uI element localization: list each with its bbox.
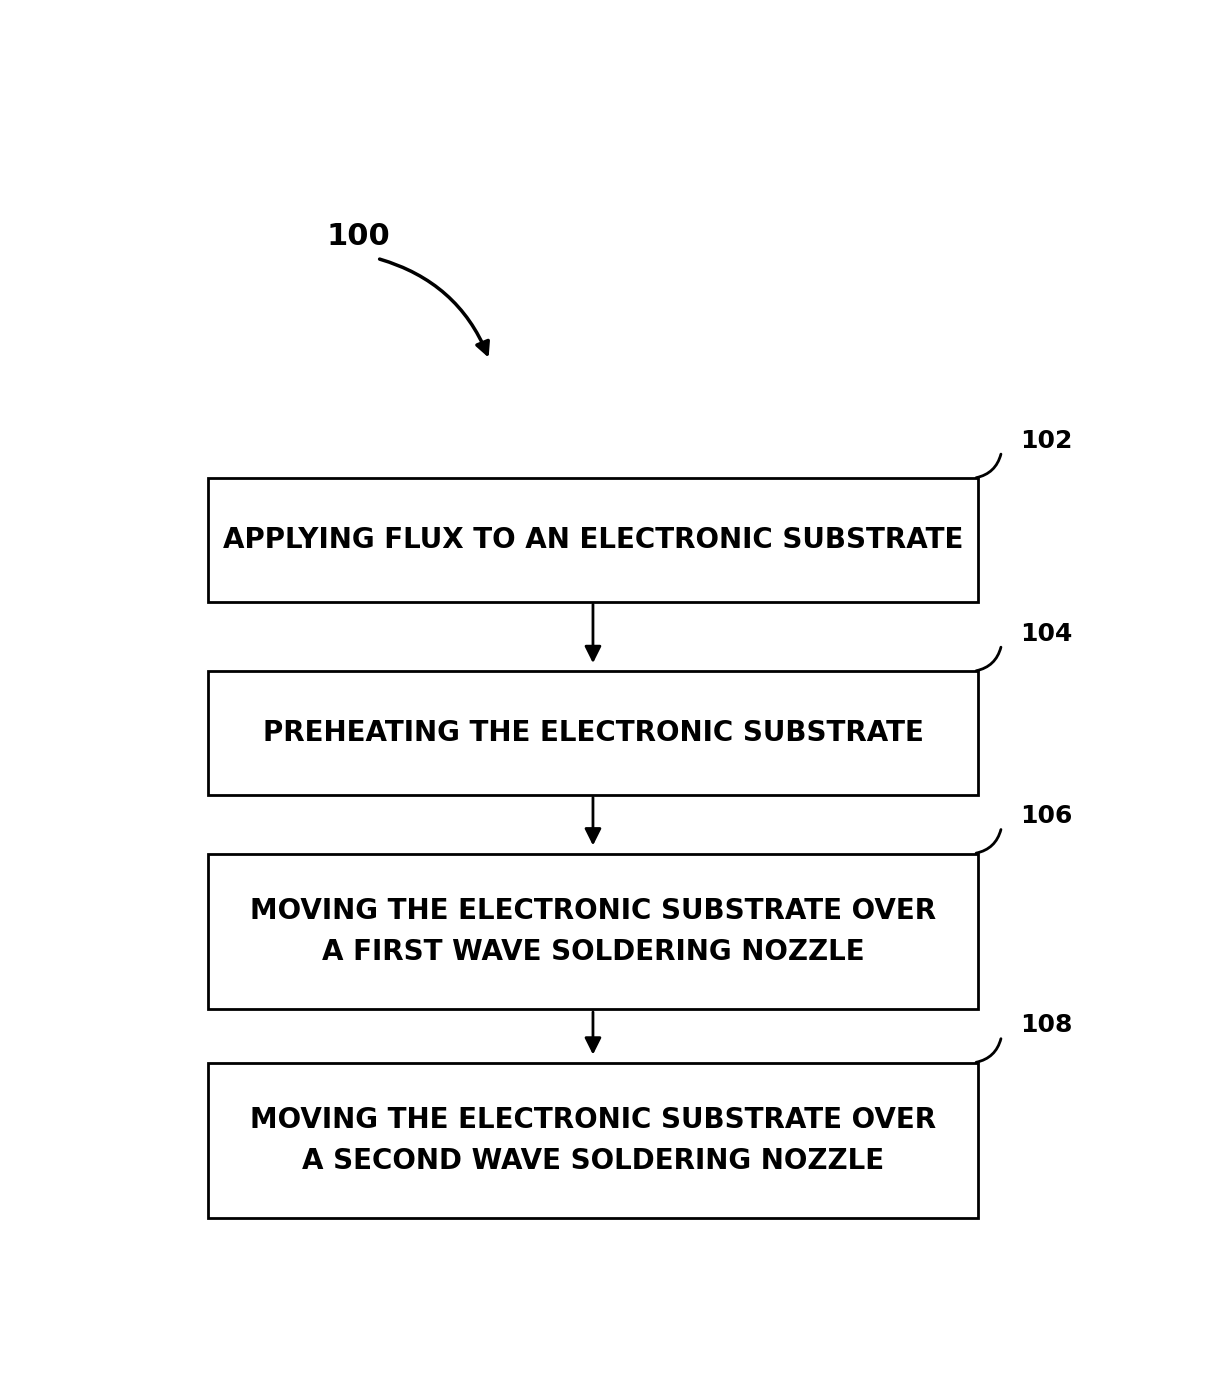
Text: 106: 106 — [1021, 804, 1073, 827]
Bar — [208, 854, 978, 1009]
Text: 108: 108 — [1021, 1013, 1073, 1038]
Bar — [208, 1063, 978, 1219]
Text: 102: 102 — [1021, 429, 1073, 453]
Bar — [208, 671, 978, 794]
Text: APPLYING FLUX TO AN ELECTRONIC SUBSTRATE: APPLYING FLUX TO AN ELECTRONIC SUBSTRATE — [223, 527, 964, 554]
Bar — [208, 478, 978, 602]
Text: 100: 100 — [326, 223, 390, 251]
Text: 104: 104 — [1021, 621, 1073, 646]
Text: MOVING THE ELECTRONIC SUBSTRATE OVER
A FIRST WAVE SOLDERING NOZZLE: MOVING THE ELECTRONIC SUBSTRATE OVER A F… — [250, 897, 936, 965]
Text: PREHEATING THE ELECTRONIC SUBSTRATE: PREHEATING THE ELECTRONIC SUBSTRATE — [263, 719, 924, 747]
Text: MOVING THE ELECTRONIC SUBSTRATE OVER
A SECOND WAVE SOLDERING NOZZLE: MOVING THE ELECTRONIC SUBSTRATE OVER A S… — [250, 1106, 936, 1176]
